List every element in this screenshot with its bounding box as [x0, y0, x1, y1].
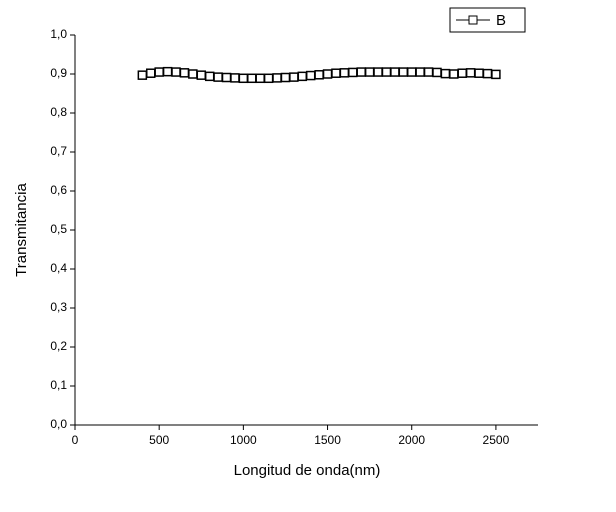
y-tick-label: 0,8 [50, 105, 67, 119]
data-point [465, 68, 476, 78]
data-point [272, 73, 282, 83]
data-point [230, 73, 240, 83]
data-point [322, 69, 333, 79]
data-point [390, 67, 400, 77]
data-point [297, 71, 308, 82]
data-point [482, 68, 493, 79]
y-tick-label: 0,0 [50, 417, 67, 431]
data-point [171, 67, 181, 77]
data-point [339, 68, 350, 78]
x-tick-label: 1500 [314, 433, 341, 447]
data-point [331, 68, 341, 78]
data-point [179, 68, 190, 78]
data-point [137, 70, 148, 80]
data-point [440, 68, 451, 79]
data-point [474, 68, 484, 78]
data-point [289, 72, 299, 82]
x-tick-label: 1000 [230, 433, 257, 447]
data-point [423, 67, 434, 77]
data-point [154, 67, 164, 77]
y-axis-title: Transmitancia [13, 183, 30, 277]
data-point [146, 68, 156, 78]
data-point [348, 67, 358, 78]
data-point [238, 73, 249, 84]
x-axis-title: Longitud de onda(nm) [234, 462, 381, 479]
x-tick-label: 0 [72, 433, 79, 447]
data-point [196, 70, 207, 80]
legend-label: B [496, 12, 506, 29]
data-point [305, 70, 316, 81]
data-point [204, 71, 215, 82]
data-point [221, 72, 232, 83]
x-tick-label: 2000 [398, 433, 425, 447]
data-point [263, 73, 274, 84]
data-point [432, 67, 442, 78]
data-point [491, 69, 501, 80]
data-point [188, 69, 198, 79]
y-tick-label: 0,7 [50, 144, 67, 158]
y-tick-label: 0,5 [50, 222, 67, 236]
data-point [381, 67, 392, 77]
y-tick-label: 0,3 [50, 300, 67, 314]
data-point [364, 67, 375, 77]
data-point [255, 73, 265, 84]
data-point [457, 68, 467, 78]
y-tick-label: 0,9 [50, 66, 67, 80]
x-tick-label: 500 [149, 433, 169, 447]
data-point [213, 72, 223, 82]
data-point [415, 67, 425, 77]
y-tick-label: 0,1 [50, 378, 67, 392]
data-point [280, 72, 291, 83]
data-point [449, 69, 459, 79]
y-tick-label: 1,0 [50, 27, 67, 41]
data-point [373, 67, 383, 77]
data-point [406, 67, 417, 77]
y-tick-label: 0,6 [50, 183, 67, 197]
data-point [162, 66, 173, 77]
x-tick-label: 2500 [483, 433, 510, 447]
data-point [314, 70, 324, 80]
legend-marker [468, 15, 478, 25]
data-point [398, 67, 409, 77]
data-point [356, 67, 366, 77]
y-tick-label: 0,2 [50, 339, 67, 353]
y-tick-label: 0,4 [50, 261, 67, 275]
data-point [247, 73, 257, 84]
